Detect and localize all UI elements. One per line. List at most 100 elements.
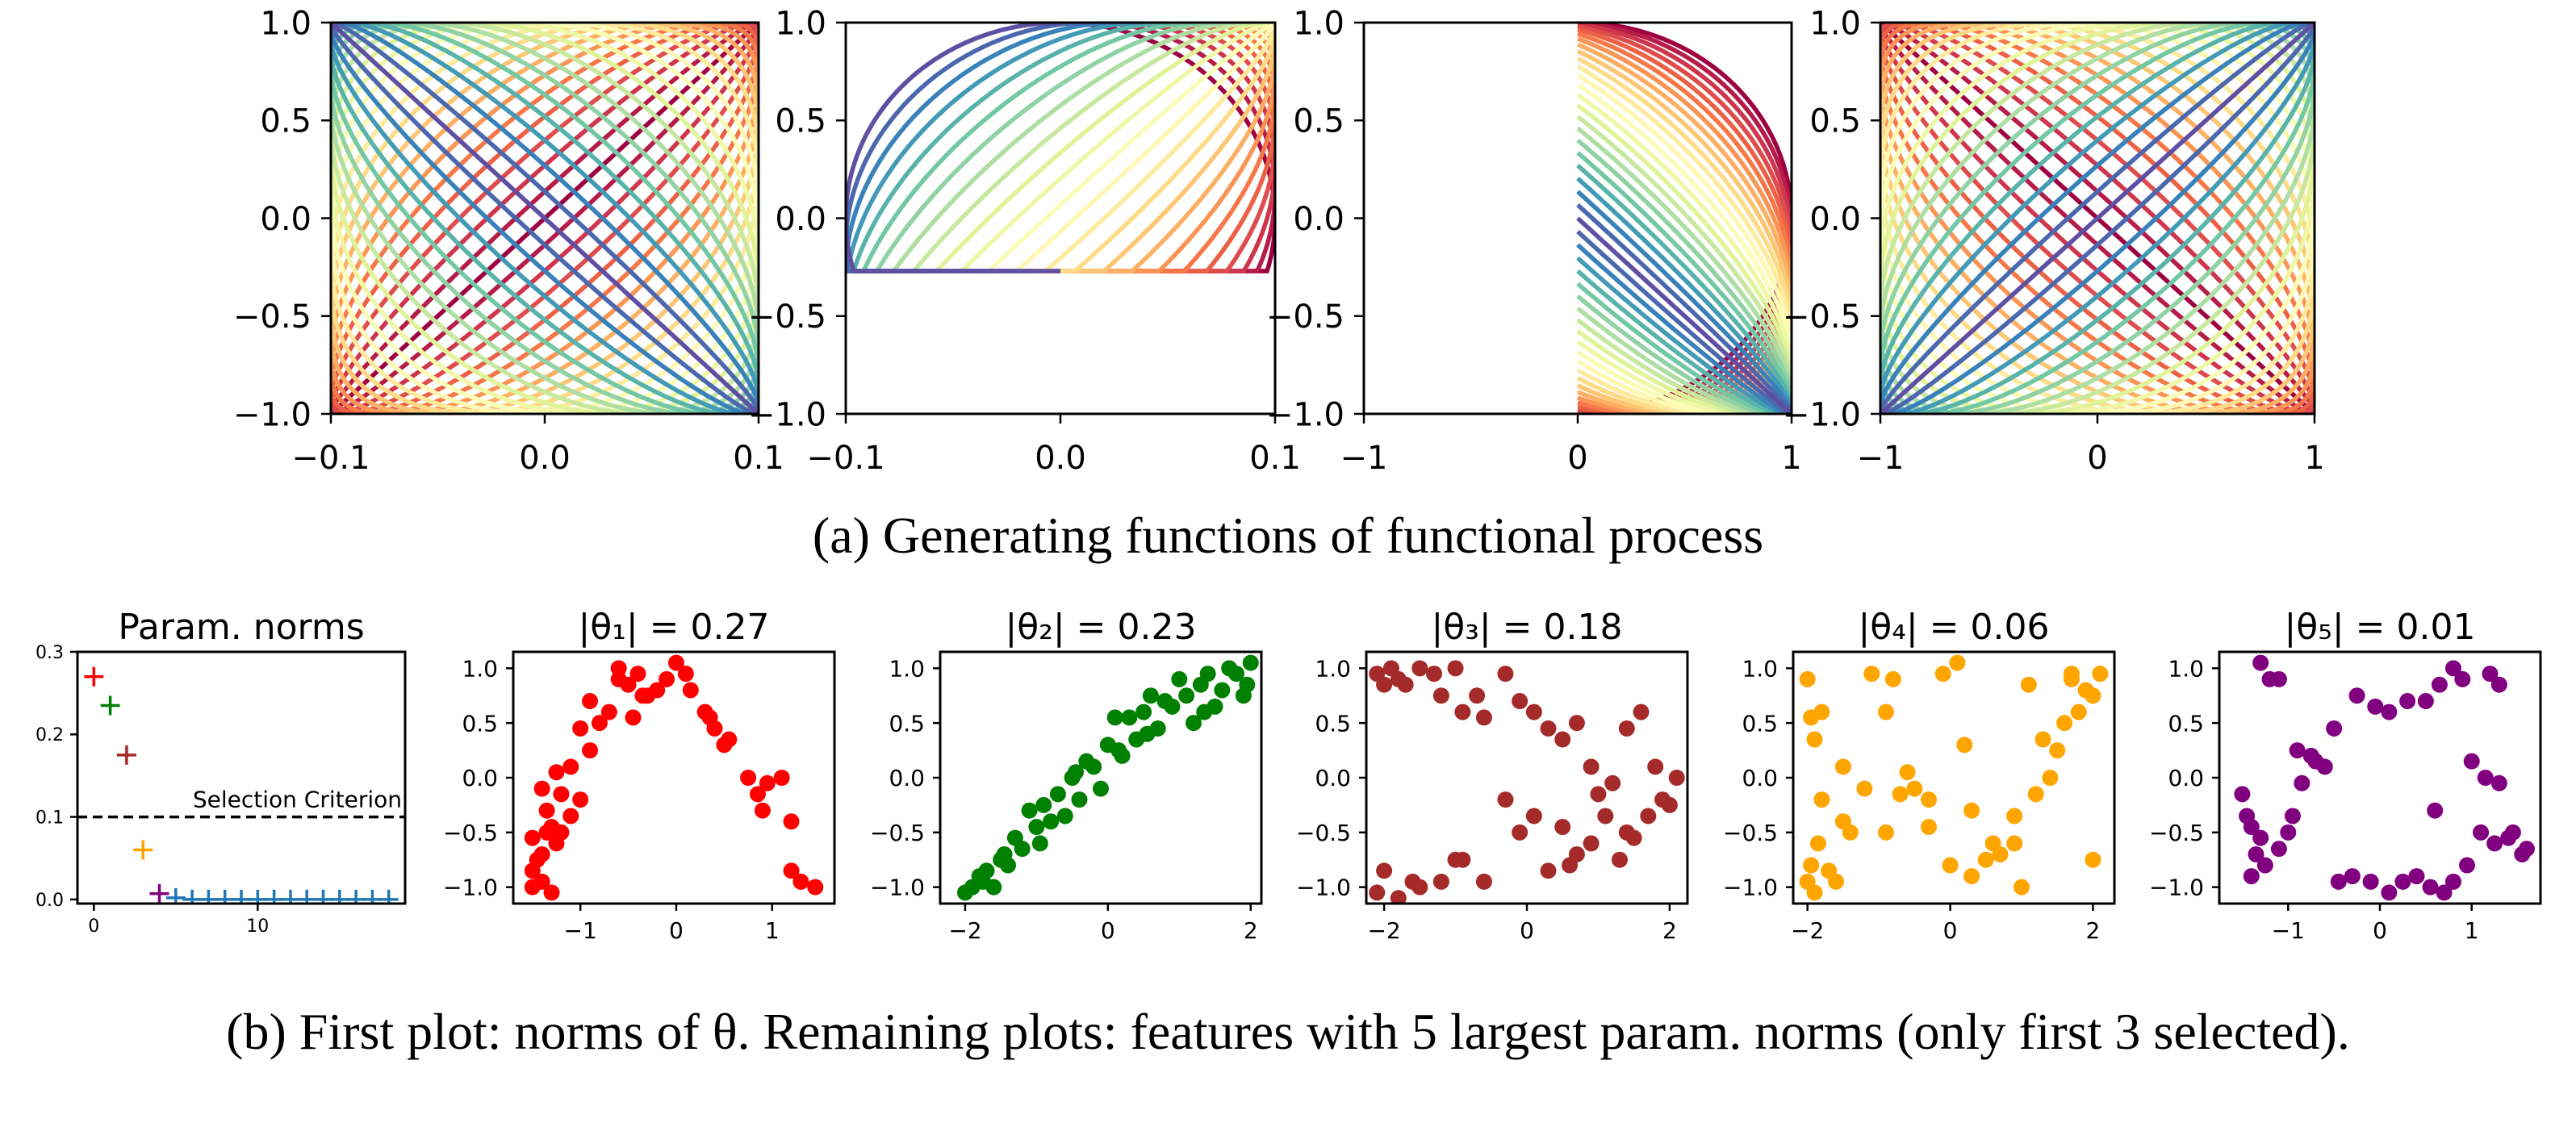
- plot-area: [846, 23, 1275, 273]
- caption-a: (a) Generating functions of functional p…: [813, 507, 1763, 564]
- scatter-point: [1512, 824, 1528, 841]
- scatter-point: [1085, 758, 1102, 775]
- y-tick-label: 0.0: [889, 765, 925, 791]
- scatter-point: [2294, 774, 2310, 791]
- norm-marker: [232, 889, 251, 904]
- y-tick-label: 1.0: [260, 5, 312, 42]
- norm-marker: [264, 889, 284, 904]
- scatter-point: [582, 693, 599, 710]
- selection-criterion-label: Selection Criterion: [193, 787, 402, 813]
- scatter-point: [2234, 786, 2251, 803]
- scatter-point: [1432, 687, 1449, 704]
- scatter-point: [2243, 819, 2260, 836]
- curve-line: [1576, 216, 1792, 414]
- scatter-point: [740, 770, 757, 786]
- y-tick-label: 0.0: [2168, 765, 2204, 791]
- scatter-point: [1043, 813, 1060, 830]
- scatter-point: [562, 808, 579, 825]
- scatter-point: [721, 731, 738, 748]
- curve-line: [1576, 126, 1792, 414]
- scatter-point: [1214, 682, 1231, 699]
- scatter-point: [2027, 786, 2044, 803]
- curve-line: [1576, 82, 1792, 414]
- scatter-point: [1049, 786, 1066, 803]
- norm-marker: [84, 666, 104, 687]
- scatter-point: [1390, 890, 1407, 904]
- scatter-point: [1554, 731, 1571, 748]
- scatter-point: [2381, 703, 2398, 720]
- scatter-point: [1942, 857, 1959, 874]
- y-tick-label: 0.5: [1742, 710, 1778, 737]
- scatter-point: [2092, 666, 2109, 683]
- axes-frame: [1365, 650, 1689, 905]
- scatter-point: [2344, 868, 2361, 885]
- scatter-point: [759, 774, 776, 791]
- plot-area: [84, 666, 399, 904]
- x-tick-label: −2: [1791, 917, 1824, 944]
- scatter-point: [1654, 791, 1671, 808]
- y-tick-label: −1.0: [1266, 396, 1344, 433]
- plot-area: [1880, 23, 2315, 414]
- scatter-point: [572, 791, 589, 808]
- scatter-point: [1633, 703, 1650, 720]
- axes-frame: [76, 650, 407, 905]
- y-tick-label: 0.0: [260, 201, 312, 238]
- x-tick-label: 0.0: [519, 440, 571, 477]
- panel-title: Param. norms: [118, 607, 364, 648]
- scatter-point: [2270, 841, 2287, 858]
- scatter-point: [2248, 845, 2264, 862]
- x-tick-label: 0: [2373, 917, 2387, 944]
- scatter-point: [2490, 676, 2507, 693]
- norm-marker: [199, 889, 219, 904]
- curve-line: [1576, 164, 1792, 414]
- scatter-point: [629, 666, 646, 683]
- curve-line: [1880, 23, 2315, 414]
- scatter-point: [625, 709, 642, 726]
- norm-marker: [100, 695, 120, 716]
- scatter-point: [783, 813, 800, 830]
- scatter-point: [2444, 660, 2461, 677]
- norm-marker: [116, 745, 136, 765]
- scatter-point: [2399, 693, 2416, 710]
- scatter-point: [1376, 676, 1393, 693]
- scatter-point: [1806, 731, 1823, 748]
- scatter-point: [610, 660, 627, 677]
- scatter-point: [1028, 819, 1045, 836]
- x-tick-label: 0.1: [733, 440, 784, 477]
- plot-area: [1576, 23, 1792, 414]
- scatter-point: [1454, 703, 1471, 720]
- panel-b2: −2 0 2 −1.0 −0.5 0.0 0.5 1.0 |θ₂| = 0.23: [870, 607, 1263, 944]
- y-tick-label: 0.2: [36, 725, 64, 745]
- scatter-point: [2459, 857, 2476, 874]
- scatter-point: [2417, 693, 2434, 710]
- scatter-point: [1834, 758, 1851, 775]
- x-tick-label: 10: [246, 916, 269, 937]
- scatter-point: [538, 802, 555, 819]
- scatter-point: [1963, 802, 1980, 819]
- scatter-point: [1404, 873, 1421, 890]
- x-tick-label: 1: [1781, 440, 1801, 477]
- y-tick-label: −1.0: [748, 396, 826, 433]
- scatter-point: [2381, 884, 2398, 901]
- scatter-point: [1426, 666, 1443, 683]
- scatter-point: [2486, 835, 2503, 852]
- scatter-point: [1196, 703, 1213, 720]
- scatter-point: [1411, 660, 1428, 677]
- curve-line: [1880, 23, 2315, 414]
- panel-title: |θ₅| = 0.01: [2284, 607, 2475, 648]
- y-tick-label: 0.5: [1293, 103, 1344, 140]
- scatter-point: [1863, 666, 1880, 683]
- y-tick-label: 0.0: [1315, 765, 1351, 791]
- scatter-point: [1906, 780, 1923, 797]
- norm-marker: [280, 889, 300, 904]
- y-tick-label: −0.5: [1266, 298, 1344, 336]
- scatter-point: [524, 829, 541, 846]
- plot-area: [1799, 654, 2109, 901]
- norm-marker: [346, 889, 366, 904]
- scatter-point: [2362, 873, 2379, 890]
- curve-line: [846, 23, 1060, 273]
- scatter-point: [2348, 687, 2365, 704]
- scatter-point: [2085, 851, 2101, 868]
- scatter-point: [1142, 687, 1159, 704]
- curve-line: [1880, 23, 2315, 414]
